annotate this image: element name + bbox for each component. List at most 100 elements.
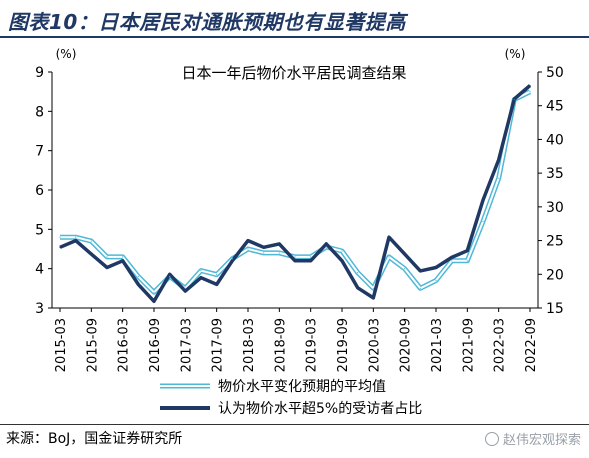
x-axis-tick-label: 2018-03 — [242, 318, 257, 372]
series-share-point — [184, 290, 186, 292]
right-axis-tick-label: 20 — [546, 267, 564, 283]
right-axis-tick-label: 40 — [546, 132, 564, 148]
left-axis-tick-label: 4 — [35, 262, 44, 278]
x-axis-tick-label: 2022-03 — [493, 318, 508, 372]
series-share-point — [435, 266, 437, 269]
series-expectation-point — [169, 275, 171, 278]
series-expectation-point — [404, 268, 406, 270]
series-expectation-point — [310, 256, 312, 258]
series-share-point — [263, 246, 265, 248]
right-axis-unit: (%) — [505, 47, 526, 61]
x-axis-tick-label: 2015-09 — [85, 318, 100, 372]
left-axis-tick-label: 5 — [35, 222, 44, 238]
series-expectation-point — [231, 258, 233, 260]
series-expectation-point — [482, 220, 484, 223]
series-share-point — [513, 98, 515, 100]
series-share-point — [153, 300, 155, 302]
series-share-point — [325, 243, 327, 245]
series-expectation-point — [466, 260, 468, 262]
series-expectation-point — [200, 270, 202, 272]
series-share-point — [466, 250, 468, 252]
series-expectation-point — [529, 91, 531, 93]
x-axis-tick-label: 2021-03 — [430, 318, 445, 372]
series-expectation-point — [263, 252, 265, 254]
series-share-point — [216, 283, 218, 285]
chart-area: 日本一年后物价水平居民调查结果 (%) (%) 3456789152025303… — [35, 47, 564, 417]
legend-label-share: 认为物价水平超5%的受访者占比 — [218, 401, 422, 417]
series-share-point — [75, 239, 77, 242]
right-axis-tick-label: 50 — [546, 65, 564, 81]
series-expectation-point — [341, 250, 343, 252]
series-expectation-point — [388, 256, 390, 258]
series-expectation-point — [59, 236, 61, 238]
series-expectation-point — [247, 248, 249, 250]
right-axis-tick-label: 30 — [546, 200, 564, 216]
series-expectation-point — [451, 260, 453, 262]
series-share-point — [372, 297, 374, 299]
right-axis-tick-label: 15 — [546, 301, 564, 317]
series-share-point — [388, 236, 390, 238]
x-axis-tick-label: 2017-09 — [211, 318, 226, 372]
series-share-point — [529, 84, 531, 87]
series-share-point — [278, 243, 280, 245]
left-axis-tick-label: 3 — [35, 301, 44, 317]
series-expectation-point — [278, 252, 280, 254]
series-expectation-point — [325, 246, 327, 248]
x-axis-tick-label: 2019-09 — [336, 318, 351, 372]
right-axis-tick-label: 25 — [546, 234, 564, 250]
series-share-point — [106, 266, 108, 269]
series-expectation-point — [294, 256, 296, 258]
series-share-point — [294, 260, 296, 262]
x-axis-tick-label: 2017-03 — [179, 318, 194, 372]
x-axis-tick-label: 2016-03 — [117, 318, 132, 372]
series-expectation-point — [419, 287, 421, 289]
left-axis-unit: (%) — [56, 47, 77, 61]
right-axis-tick-label: 45 — [546, 99, 564, 115]
series-share-point — [200, 277, 202, 279]
chart-title: 日本一年后物价水平居民调查结果 — [181, 64, 406, 82]
series-share-point — [90, 253, 92, 255]
left-axis-tick-label: 6 — [35, 183, 44, 199]
series-share-point — [59, 246, 61, 248]
x-axis-tick-label: 2018-09 — [273, 318, 288, 372]
series-expectation-point — [106, 256, 108, 258]
right-axis-tick-label: 35 — [546, 166, 564, 182]
left-axis-tick-label: 7 — [35, 144, 44, 160]
series-share-point — [357, 287, 359, 289]
legend-label-expectation: 物价水平变化预期的平均值 — [218, 379, 386, 395]
series-expectation-point — [153, 291, 155, 293]
series-expectation-point — [498, 177, 500, 179]
x-axis-tick-label: 2015-03 — [54, 318, 69, 372]
series-share-point — [482, 199, 484, 201]
series-share-point — [169, 273, 171, 275]
series-expectation-point — [216, 273, 218, 276]
x-axis-tick-label: 2016-09 — [148, 318, 163, 372]
series-share-point — [137, 283, 139, 285]
x-axis-tick-label: 2019-03 — [305, 318, 320, 372]
series-share-point — [247, 239, 249, 242]
x-axis-tick-label: 2020-09 — [399, 318, 414, 372]
series-expectation-point — [357, 272, 359, 274]
x-axis-tick-label: 2022-09 — [524, 318, 539, 372]
x-axis-tick-label: 2021-09 — [461, 318, 476, 372]
series-share-point — [122, 260, 124, 262]
series-expectation-point — [372, 287, 374, 289]
left-axis-tick-label: 8 — [35, 104, 44, 120]
title-rule — [0, 36, 589, 38]
left-axis-tick-label: 9 — [35, 65, 44, 81]
series-expectation-point — [90, 240, 92, 242]
series-share-point — [404, 253, 406, 255]
series-expectation-point — [184, 287, 186, 289]
source-note: 来源：BoJ，国金证券研究所 — [6, 431, 183, 447]
series-share-point — [498, 159, 500, 161]
watermark-text: 赵伟宏观探索 — [502, 433, 581, 448]
source-rule — [0, 424, 589, 425]
watermark: 赵伟宏观探索 — [484, 429, 581, 448]
series-expectation-point — [435, 279, 437, 282]
x-axis-tick-label: 2020-03 — [367, 318, 382, 372]
series-share-point — [341, 260, 343, 262]
series-share-point — [419, 270, 421, 272]
series-expectation-point — [75, 236, 77, 238]
series-share-point — [451, 256, 453, 259]
wechat-icon — [484, 431, 499, 446]
